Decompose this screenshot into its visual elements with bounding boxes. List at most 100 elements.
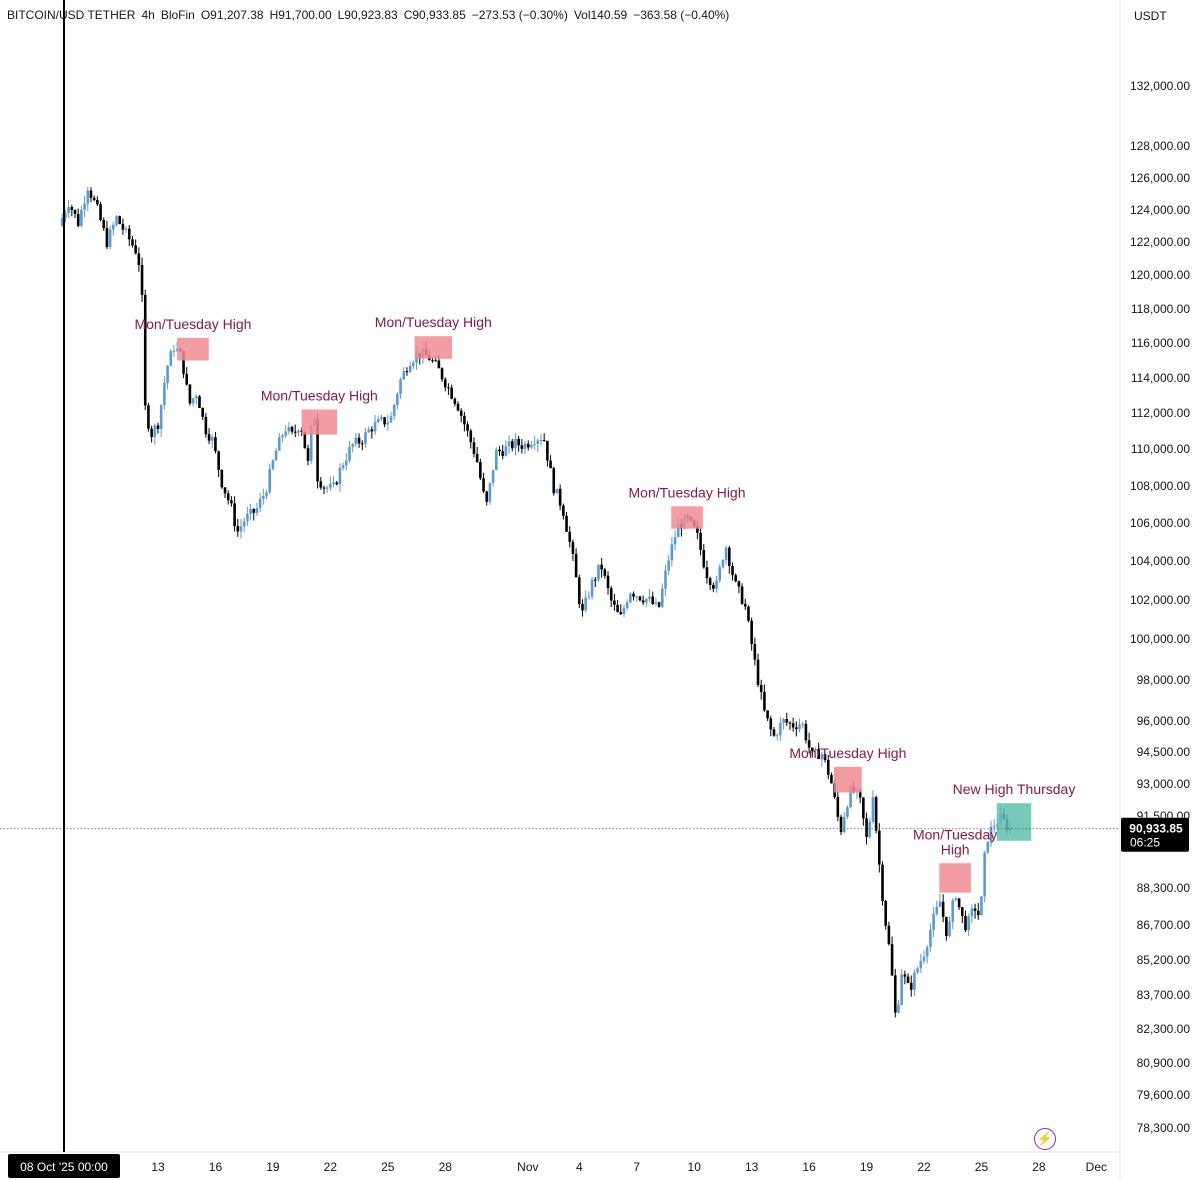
candle-body [890,944,894,976]
candle [801,721,805,729]
candle-body [156,425,160,429]
mon-tuesday-high-label: Mon/Tuesday [913,826,997,842]
candle-body [846,807,849,817]
candle [951,898,955,930]
candle-body [96,199,99,205]
mon-tuesday-high-label: Mon/Tuesday High [134,316,251,332]
candle-body [587,596,591,598]
candle [198,394,201,408]
candle [938,893,942,907]
candle [507,434,511,454]
candle-body [306,448,310,461]
candle-body [795,727,798,730]
y-tick-label: 82,300.00 [1137,1022,1191,1036]
y-tick-label: 85,200.00 [1137,953,1191,967]
candle-body [290,427,294,432]
candle [890,936,894,977]
candle [73,209,77,218]
candle-body [201,407,204,417]
candle-body [906,976,910,983]
candle-body [648,596,651,599]
candle [565,511,568,532]
candle [217,450,220,477]
candle-body [517,438,520,446]
candle [750,617,753,651]
candle [459,408,463,423]
candle-body [491,470,495,483]
candle-body [638,596,642,601]
candle [568,526,572,548]
candle-body [287,427,291,432]
candle [941,894,945,923]
candle [740,583,744,605]
lightning-bolt-icon[interactable]: ⚡ [1034,1128,1056,1150]
candle [131,235,134,248]
candle [99,201,102,222]
candle-body [858,789,862,798]
x-tick-label: 19 [266,1160,280,1174]
candle [964,910,967,932]
candle [166,364,169,390]
currency-label[interactable]: USDT [1134,9,1167,23]
candle-body [581,603,584,611]
candle-body [932,913,935,930]
candle [574,548,578,578]
candle-body [204,416,208,435]
candle [319,477,323,490]
candle [603,567,607,579]
candle [472,437,476,458]
candle [354,432,358,447]
candle-body [565,515,568,532]
candle [345,453,348,471]
candle [779,716,782,741]
candle [504,440,508,457]
candle-body [916,968,919,973]
candle [412,360,415,370]
candle [96,196,99,207]
candle [188,384,192,406]
candle-body [357,437,361,444]
candle [881,861,884,906]
candle-body [514,438,517,449]
candle-body [641,600,645,603]
candle [348,441,351,463]
candle-body [252,508,256,513]
interval-label[interactable]: 4h [141,8,155,22]
candle [364,427,367,448]
candle-body [412,362,415,367]
candle-body [791,723,795,728]
candle-body [60,218,64,226]
candle [351,442,354,453]
y-tick-label: 108,000.00 [1130,479,1190,493]
candle [836,791,840,822]
candle-body [137,253,141,265]
new-high-zone [996,803,1032,841]
candle [900,969,903,1006]
candle [922,950,926,964]
candle-body [399,379,402,395]
candle [191,397,195,407]
y-tick-label: 104,000.00 [1130,554,1190,568]
candle-body [871,797,875,822]
candle-body [973,908,977,911]
candle-body [488,482,492,502]
symbol-name[interactable]: BITCOIN/USD TETHER [7,8,136,22]
candle-body [699,532,702,550]
volume-value: Vol140.59 [573,8,628,22]
candle [753,637,757,666]
candle-body [453,398,457,404]
candle [242,517,246,533]
candle [76,208,80,228]
candle-body [989,826,993,842]
candle [373,414,377,435]
candle-body [737,581,741,587]
candle-body [482,478,485,492]
candle [651,591,655,606]
y-tick-label: 106,000.00 [1130,516,1190,530]
candle-body [619,612,623,615]
candle [115,215,118,227]
candle [526,440,530,451]
candle-body [466,424,469,431]
candle [150,425,153,443]
